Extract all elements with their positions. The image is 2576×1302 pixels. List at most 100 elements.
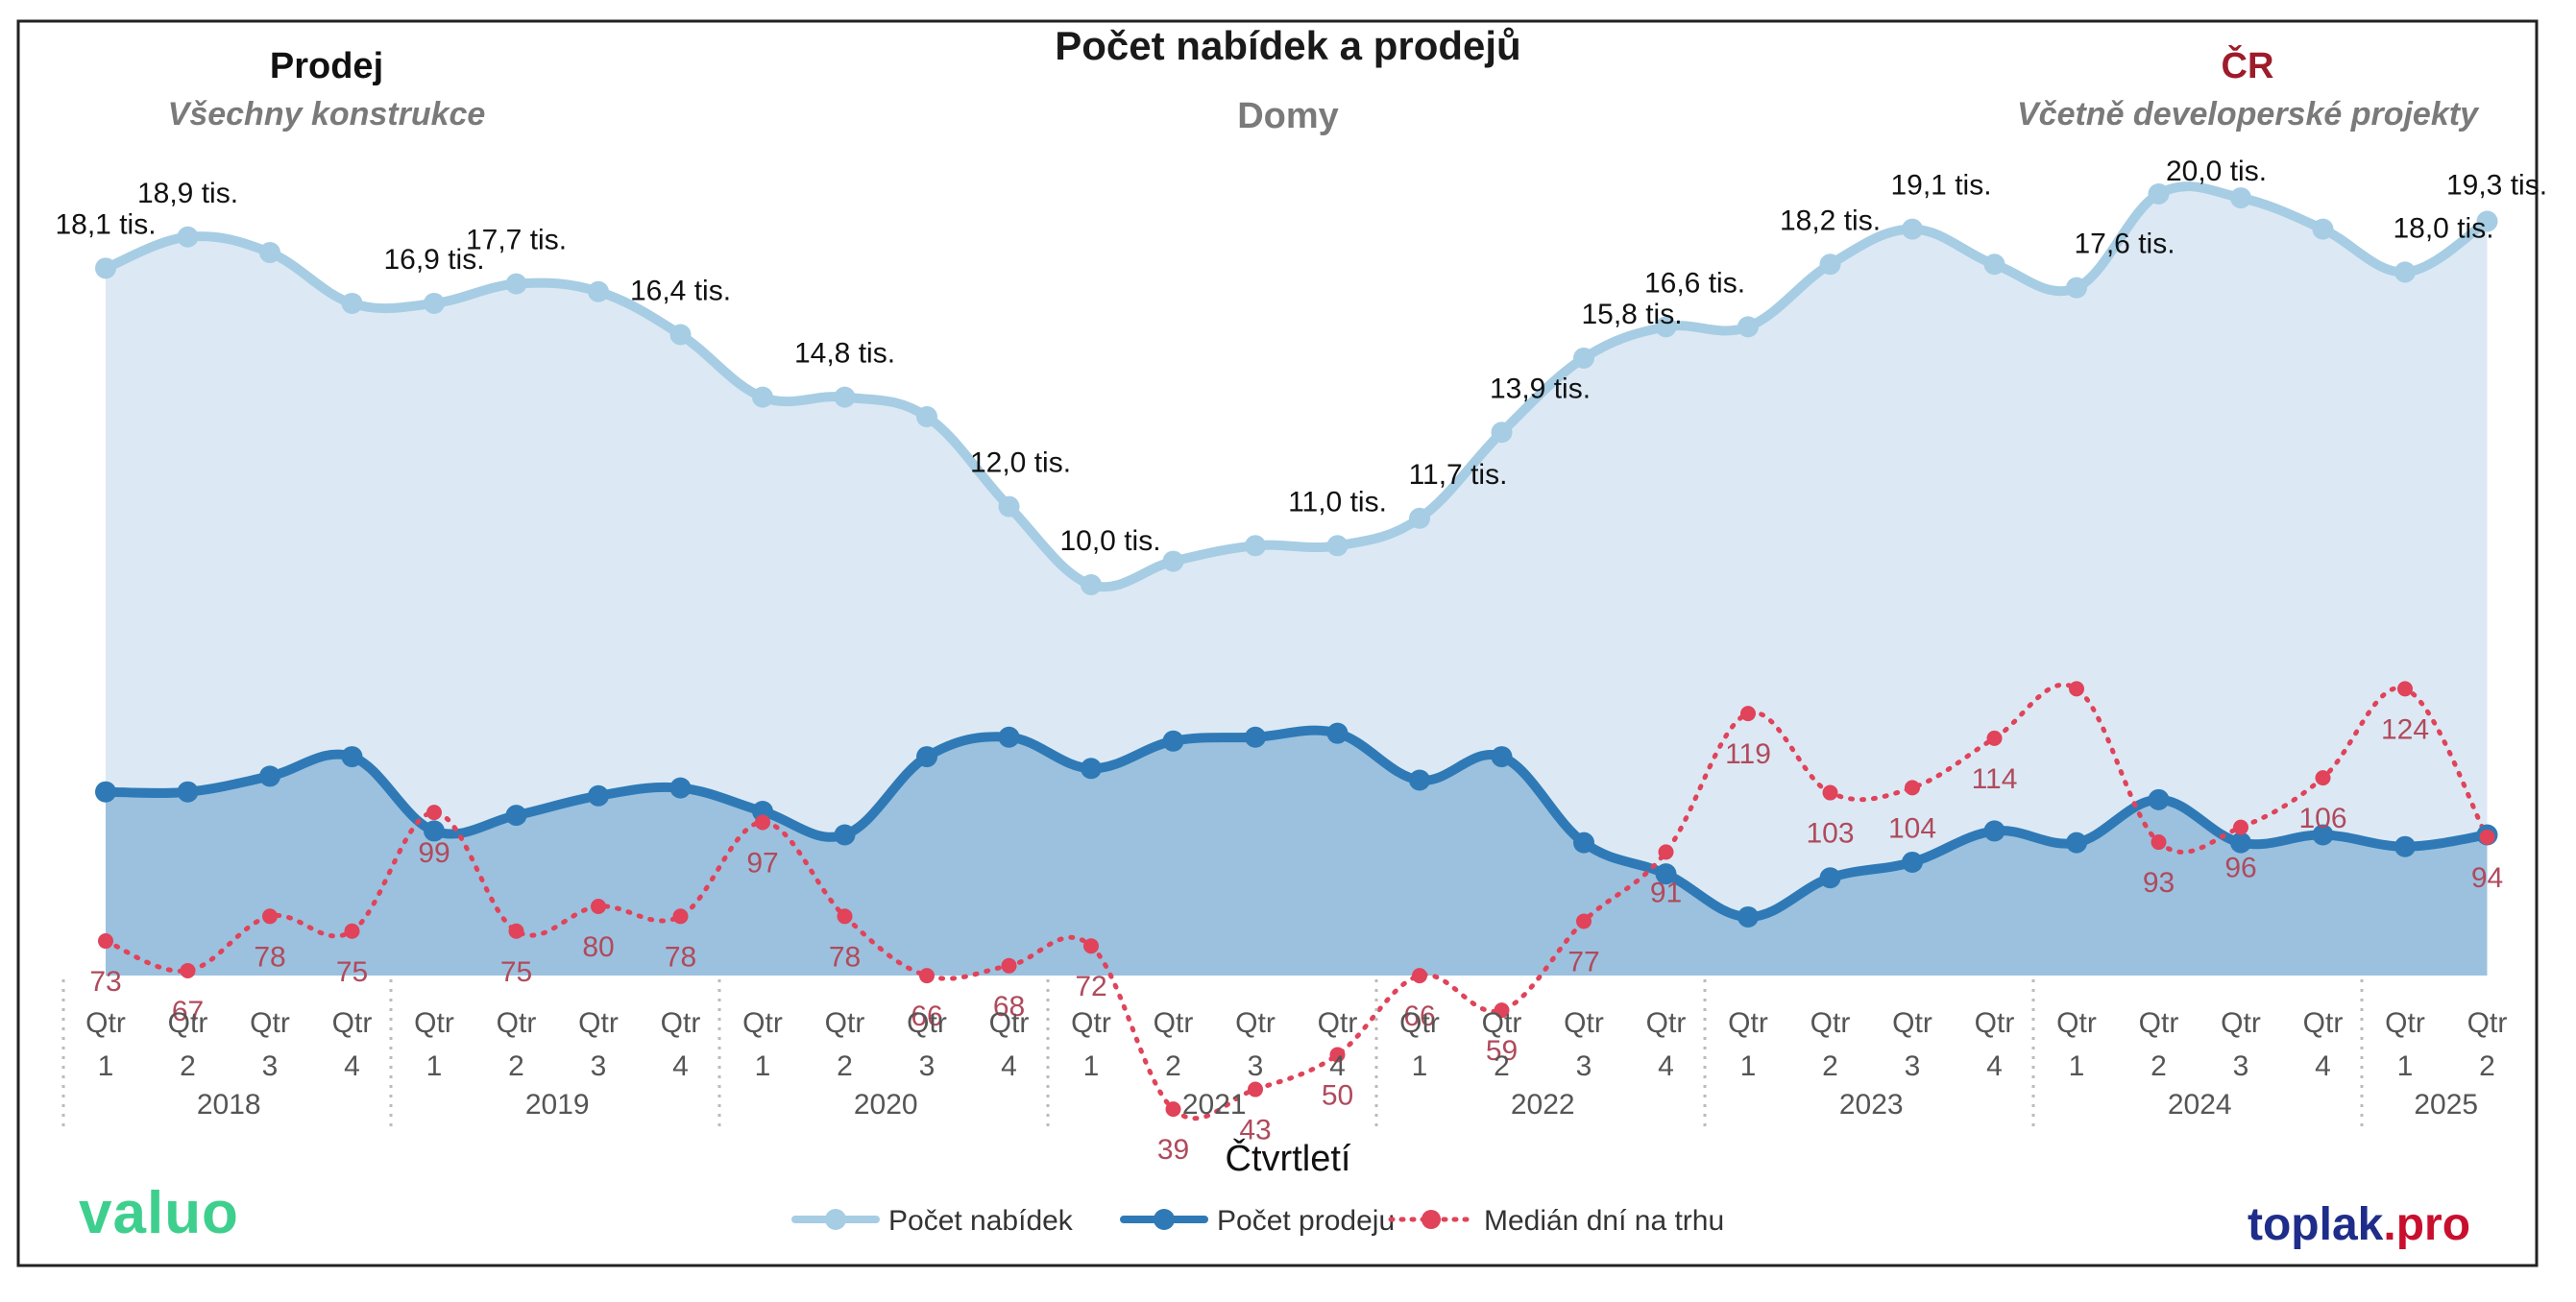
offers-point [177,226,199,248]
offers-point [916,405,937,427]
median-point [2151,834,2167,851]
median-data-label: 119 [1725,738,1771,770]
median-point [426,805,442,821]
sales-point [1738,905,1759,928]
offers-point [341,292,363,314]
x-tick-label: 1 [98,1050,114,1082]
sales-point [1573,832,1594,854]
sales-point [1819,867,1841,889]
median-data-label: 78 [254,941,285,973]
x-tick-label: 1 [426,1050,443,1082]
year-label: 2019 [525,1089,590,1121]
x-tick-prefix: Qtr [332,1007,373,1039]
x-tick-label: 4 [1001,1050,1017,1082]
x-tick-label: 2 [508,1050,524,1082]
sales-point [1326,722,1349,744]
offers-data-label: 18,0 tis. [2393,212,2493,244]
median-data-label: 66 [1403,1001,1435,1032]
median-point [1083,938,1099,954]
x-tick-label: 4 [672,1050,689,1082]
median-point [672,908,689,925]
offers-data-label: 15,8 tis. [1581,299,1682,330]
legend-swatch-marker [1154,1209,1175,1230]
x-tick-prefix: Qtr [989,1007,1030,1039]
legend-entry-label: Medián dní na trhu [1484,1205,1724,1237]
offers-data-label: 14,8 tis. [794,338,895,370]
sales-point [1983,820,2005,842]
median-data-label: 114 [1972,763,2018,795]
median-point [2479,829,2495,845]
sales-point [2230,832,2251,854]
median-data-label: 72 [1075,971,1106,1002]
sales-point [2066,832,2087,854]
median-data-label: 66 [911,1001,942,1032]
offers-point [1819,253,1841,276]
x-tick-prefix: Qtr [1564,1007,1604,1039]
median-point [98,933,113,950]
offers-point [998,495,1020,518]
x-tick-label: 1 [1740,1050,1757,1082]
offers-data-label: 17,6 tis. [2074,229,2175,260]
offers-data-label: 17,7 tis. [466,225,567,256]
sales-point [1655,863,1677,885]
x-tick-prefix: Qtr [1728,1007,1768,1039]
offers-point [505,273,527,295]
median-point [1165,1101,1181,1118]
median-data-label: 59 [1486,1035,1518,1067]
offers-point [1738,316,1759,338]
x-tick-label: 4 [2315,1050,2331,1082]
median-data-label: 67 [172,996,204,1027]
year-label: 2023 [1839,1089,1904,1121]
x-tick-label: 2 [2151,1050,2167,1082]
offers-data-label: 19,3 tis. [2446,169,2547,201]
x-tick-label: 2 [1494,1050,1510,1082]
median-data-label: 50 [1322,1080,1353,1112]
offers-point [95,257,116,279]
plot-area: 18,1 tis.18,9 tis. 16,9 tis.17,7 tis. 16,4… [55,156,2547,1237]
offers-point [588,280,609,302]
median-point [1248,1081,1263,1097]
median-data-label: 78 [829,941,861,973]
year-label: 2022 [1511,1089,1575,1121]
median-data-label: 68 [993,991,1025,1023]
median-point [2069,681,2084,697]
x-tick-prefix: Qtr [1399,1007,1440,1039]
median-point [262,908,278,925]
offers-point [1326,535,1349,557]
median-point [1329,1047,1346,1063]
x-tick-label: 1 [2069,1050,2085,1082]
offers-point [1902,218,1923,240]
offers-data-label: 12,0 tis. [970,447,1071,479]
median-point [508,923,524,939]
median-point [755,814,770,831]
offers-area [106,186,2488,976]
sales-point [669,777,692,799]
x-tick-prefix: Qtr [2139,1007,2179,1039]
left-subheading: Všechny konstrukce [167,96,486,133]
median-data-label: 124 [2381,713,2429,745]
x-tick-label: 4 [1986,1050,2003,1082]
x-tick-prefix: Qtr [250,1007,290,1039]
sales-point [834,824,856,846]
x-tick-label: 3 [262,1050,279,1082]
offers-data-label: 11,7 tis. [1409,459,1508,491]
toplak-logo-text: toplak [2248,1199,2384,1250]
x-tick-prefix: Qtr [1318,1007,1358,1039]
median-data-label: 73 [89,966,121,998]
x-tick-label: 1 [1083,1050,1100,1082]
median-data-label: 94 [2471,862,2503,894]
x-tick-prefix: Qtr [907,1007,947,1039]
x-tick-label: 3 [919,1050,936,1082]
x-tick-label: 2 [180,1050,196,1082]
x-tick-prefix: Qtr [1154,1007,1194,1039]
x-tick-prefix: Qtr [414,1007,454,1039]
x-tick-prefix: Qtr [1482,1007,1522,1039]
median-data-label: 75 [500,956,532,988]
offers-point [834,386,856,408]
year-label: 2024 [2168,1089,2232,1121]
offers-data-label: 16,6 tis. [1644,267,1745,299]
sales-point [95,781,116,803]
x-tick-label: 2 [2479,1050,2495,1082]
offers-point [259,242,280,264]
x-tick-prefix: Qtr [661,1007,701,1039]
